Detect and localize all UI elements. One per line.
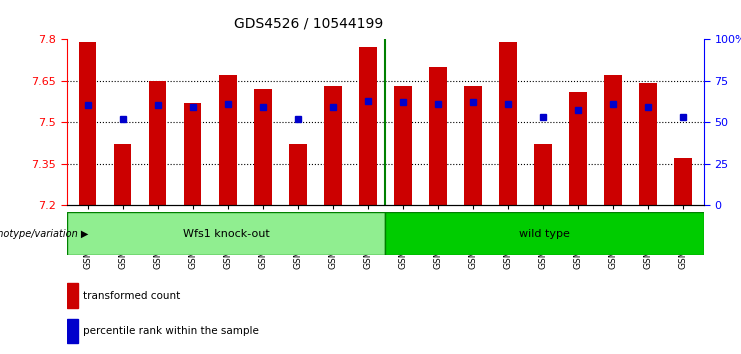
FancyBboxPatch shape (385, 212, 704, 255)
Bar (219, 75, 236, 205)
Bar (254, 89, 271, 205)
Bar (114, 144, 131, 205)
Text: transformed count: transformed count (82, 291, 180, 301)
Bar (184, 103, 202, 205)
Bar (604, 75, 622, 205)
Bar (429, 67, 447, 205)
FancyBboxPatch shape (67, 212, 385, 255)
Text: Wfs1 knock-out: Wfs1 knock-out (182, 229, 270, 239)
Bar (499, 42, 516, 205)
Bar (464, 86, 482, 205)
Bar (534, 144, 551, 205)
Bar (79, 42, 96, 205)
Title: GDS4526 / 10544199: GDS4526 / 10544199 (234, 16, 384, 30)
Bar (569, 92, 587, 205)
Bar (639, 83, 657, 205)
Text: wild type: wild type (519, 229, 570, 239)
Bar (149, 80, 167, 205)
Bar (289, 144, 307, 205)
Bar (67, 319, 78, 343)
Bar (324, 86, 342, 205)
Bar (359, 47, 376, 205)
Text: genotype/variation ▶: genotype/variation ▶ (0, 229, 89, 239)
Bar (67, 283, 78, 308)
Bar (394, 86, 411, 205)
Bar (674, 158, 691, 205)
Text: percentile rank within the sample: percentile rank within the sample (82, 326, 259, 336)
